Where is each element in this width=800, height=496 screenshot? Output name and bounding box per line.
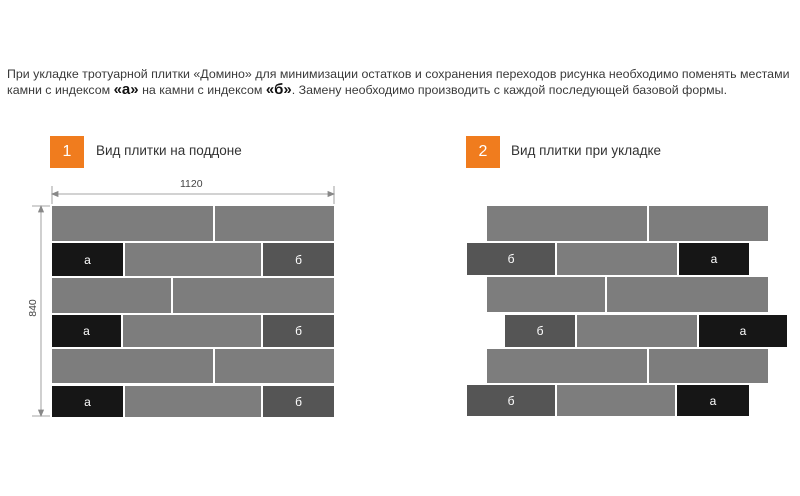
- tile-b: б: [263, 315, 334, 347]
- tile: [123, 315, 261, 347]
- tile: [487, 277, 605, 312]
- panel2-caption: Вид плитки при укладке: [511, 143, 662, 158]
- tile-a: а: [52, 243, 123, 276]
- panel1-number-badge: 1: [50, 136, 84, 168]
- tile: [649, 206, 768, 241]
- tile: [52, 278, 171, 313]
- tile-b: б: [263, 243, 334, 276]
- tile: [649, 349, 768, 383]
- tile: [557, 385, 675, 416]
- tile: [487, 349, 647, 383]
- index-b-mark: «б»: [265, 81, 292, 98]
- tile-a: а: [52, 386, 123, 417]
- tile-b: б: [467, 243, 555, 275]
- tile-b: б: [505, 315, 575, 347]
- tile: [607, 277, 768, 312]
- index-a-mark: «а»: [113, 81, 139, 98]
- tile: [125, 243, 261, 276]
- tile: [173, 278, 334, 313]
- tile: [487, 206, 647, 241]
- tile-b: б: [263, 386, 334, 417]
- tile: [52, 206, 213, 241]
- tile-a: а: [699, 315, 787, 347]
- tile: [52, 349, 213, 383]
- tile-b: б: [467, 385, 555, 416]
- tile: [125, 386, 261, 417]
- tile: [557, 243, 677, 275]
- tile: [215, 349, 334, 383]
- tile-a: а: [52, 315, 121, 347]
- tile: [215, 206, 334, 241]
- tile-a: а: [677, 385, 749, 416]
- tile-a: а: [679, 243, 749, 275]
- height-dimension-label: 840: [26, 299, 39, 317]
- width-dimension-label: 1120: [180, 178, 203, 190]
- tile: [577, 315, 697, 347]
- panel2-number-badge: 2: [466, 136, 500, 168]
- intro-text: При укладке тротуарной плитки «Домино» д…: [7, 67, 790, 98]
- panel1-caption: Вид плитки на поддоне: [96, 143, 242, 158]
